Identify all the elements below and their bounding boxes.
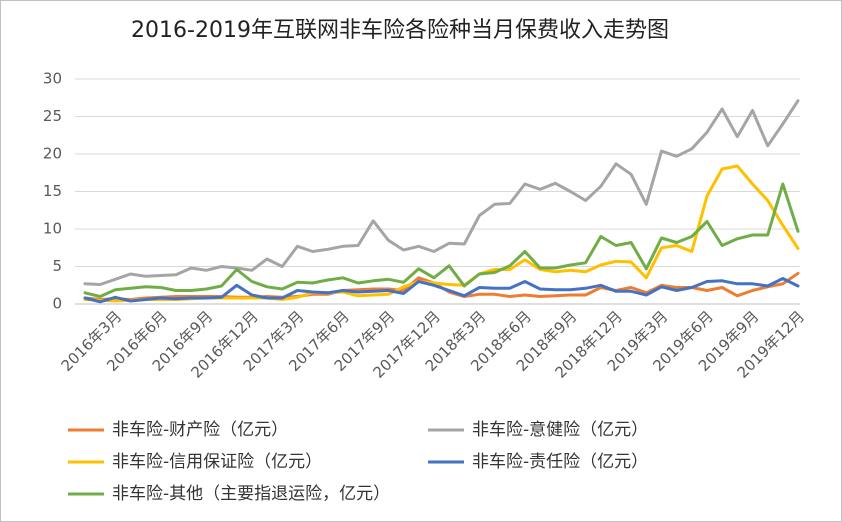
y-tick-label: 20 [43, 145, 62, 163]
y-tick-label: 0 [52, 295, 62, 313]
y-tick-label: 15 [43, 182, 62, 200]
series-line [83, 99, 800, 286]
legend-label: 非车险-财产险（亿元） [112, 420, 288, 440]
chart-title: 2016-2019年互联网非车险各险种当月保费收入走势图 [131, 18, 669, 43]
legend-label: 非车险-责任险（亿元） [472, 452, 648, 472]
series-line [83, 182, 800, 298]
legend-label: 非车险-其他（主要指退运险，亿元） [112, 484, 390, 504]
y-tick-label: 10 [43, 220, 62, 238]
series-line [83, 277, 800, 304]
legend-label: 非车险-意健险（亿元） [472, 420, 648, 440]
y-tick-label: 30 [43, 70, 62, 88]
y-tick-label: 5 [52, 257, 62, 275]
y-tick-label: 25 [43, 107, 62, 125]
legend-label: 非车险-信用保证险（亿元） [112, 452, 322, 472]
